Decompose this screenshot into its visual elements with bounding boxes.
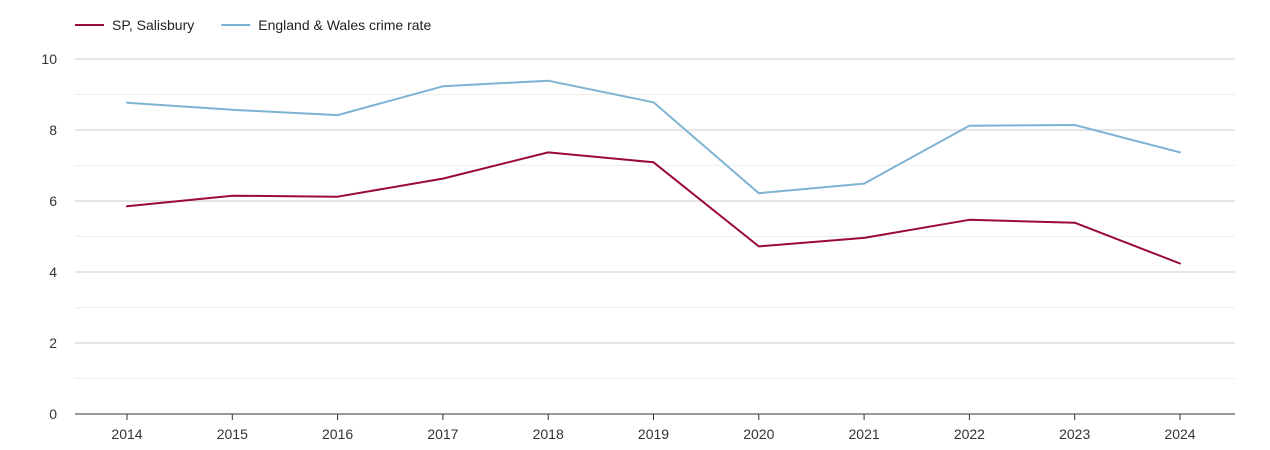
- y-tick-label: 10: [41, 51, 57, 67]
- x-tick-label: 2024: [1164, 426, 1195, 442]
- x-tick-label: 2016: [322, 426, 353, 442]
- legend-label-england-wales: England & Wales crime rate: [258, 17, 431, 33]
- legend-label-salisbury: SP, Salisbury: [112, 17, 194, 33]
- series-line-england-wales: [126, 79, 1181, 195]
- x-tick-label: 2019: [638, 426, 669, 442]
- x-tick-label: 2014: [111, 426, 142, 442]
- legend: SP, Salisbury England & Wales crime rate: [75, 17, 431, 33]
- x-tick-label: 2022: [954, 426, 985, 442]
- series-line-salisbury: [126, 151, 1181, 265]
- y-tick-label: 8: [49, 122, 57, 138]
- axis-layer: 0 2 4 6 8 10 2014 2015 2016 2017 2018 2019 2020 2021 2…: [41, 51, 1235, 442]
- x-tick-label: 2017: [427, 426, 458, 442]
- x-tick-label: 2021: [849, 426, 880, 442]
- y-tick-label: 4: [49, 264, 57, 280]
- y-tick-label: 6: [49, 193, 57, 209]
- y-tick-label: 2: [49, 335, 57, 351]
- x-tick-label: 2020: [743, 426, 774, 442]
- x-tick-label: 2018: [533, 426, 564, 442]
- grid-layer: [75, 58, 1235, 379]
- x-tick-label: 2015: [217, 426, 248, 442]
- series-layer: [126, 79, 1181, 265]
- y-tick-label: 0: [49, 406, 57, 422]
- x-tick-label: 2023: [1059, 426, 1090, 442]
